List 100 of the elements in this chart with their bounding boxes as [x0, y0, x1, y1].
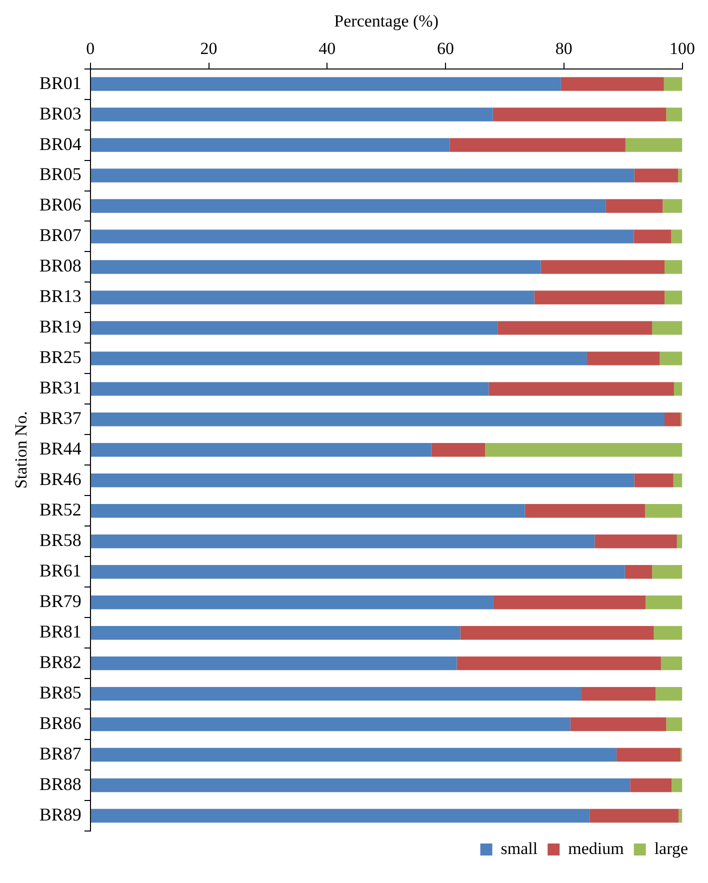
- bar: [664, 260, 682, 274]
- x-tick-label: 60: [437, 39, 454, 58]
- bar: [90, 564, 625, 579]
- y-tick-label: BR86: [39, 713, 82, 734]
- bar: [660, 352, 682, 366]
- bar: [590, 808, 679, 823]
- bar: [90, 138, 450, 152]
- y-tick-label: BR13: [39, 286, 82, 306]
- bar: [634, 474, 674, 488]
- y-axis-title: Station No.: [12, 411, 31, 489]
- y-tick-label: BR85: [39, 682, 82, 703]
- y-tick-label: BR31: [39, 378, 82, 398]
- bar: [678, 808, 682, 823]
- bar: [634, 168, 678, 182]
- bar: [90, 443, 432, 457]
- bar: [524, 504, 645, 518]
- y-tick-label: BR04: [39, 134, 82, 154]
- bar: [673, 474, 682, 488]
- bar: [90, 626, 460, 640]
- bar: [586, 352, 660, 366]
- bar: [581, 686, 656, 701]
- bar: [90, 748, 617, 762]
- bar: [660, 656, 682, 670]
- x-tick-label: 40: [318, 39, 336, 58]
- x-tick-label: 0: [86, 39, 95, 58]
- bar: [630, 778, 672, 792]
- y-tick-label: BR19: [39, 316, 82, 337]
- bar: [560, 77, 664, 91]
- y-tick-label: BR81: [39, 622, 82, 642]
- bar: [652, 564, 682, 579]
- bar: [625, 138, 682, 152]
- bar: [90, 77, 561, 91]
- bar: [431, 443, 486, 457]
- bar: [646, 595, 682, 610]
- y-tick-label: BR87: [39, 744, 82, 764]
- y-tick-label: BR03: [39, 103, 82, 124]
- bar: [90, 656, 457, 670]
- bar: [624, 564, 652, 579]
- y-tick-label: BR07: [39, 225, 82, 246]
- y-tick-label: BR37: [39, 408, 82, 428]
- bar: [460, 626, 654, 640]
- legend-label: small: [500, 838, 538, 858]
- bar: [90, 230, 634, 244]
- bar: [666, 717, 682, 732]
- legend-label: medium: [568, 838, 624, 858]
- bar: [90, 260, 541, 274]
- bar: [485, 443, 682, 457]
- bar: [90, 352, 587, 366]
- y-tick-label: BR82: [39, 652, 82, 672]
- x-tick-label: 80: [555, 39, 572, 58]
- bar: [664, 412, 680, 426]
- y-tick-label: BR52: [39, 500, 82, 520]
- y-tick-label: BR25: [39, 347, 82, 368]
- bar: [666, 108, 682, 122]
- bar: [90, 321, 498, 335]
- bar: [594, 534, 677, 548]
- bar: [456, 656, 661, 670]
- bar: [90, 534, 595, 548]
- bar: [90, 412, 664, 426]
- y-tick-label: BR05: [39, 164, 82, 184]
- bar: [634, 230, 672, 244]
- y-tick-label: BR44: [39, 438, 82, 459]
- bar: [90, 199, 606, 213]
- bar: [498, 321, 652, 335]
- bar: [606, 199, 663, 213]
- bar: [676, 534, 682, 548]
- y-tick-label: BR46: [39, 469, 82, 490]
- x-tick-label: 20: [200, 39, 218, 58]
- y-tick-label: BR88: [39, 774, 82, 794]
- bar: [654, 626, 682, 640]
- bar: [652, 321, 682, 335]
- y-tick-label: BR61: [39, 560, 82, 581]
- y-tick-label: BR58: [39, 530, 82, 550]
- bar: [90, 595, 494, 610]
- bar: [664, 290, 682, 304]
- y-tick-label: BR79: [39, 591, 82, 612]
- y-tick-label: BR01: [39, 72, 82, 93]
- bar: [90, 717, 570, 732]
- bar: [90, 382, 489, 396]
- y-tick-label: BR08: [39, 256, 82, 276]
- bar: [671, 230, 682, 244]
- bar: [662, 199, 682, 213]
- bar: [488, 382, 674, 396]
- bar: [492, 108, 666, 122]
- legend-label: large: [654, 838, 688, 858]
- bar: [90, 686, 582, 701]
- bar: [540, 260, 664, 274]
- bar: [678, 168, 682, 182]
- x-tick-label: 100: [670, 39, 695, 58]
- bar: [534, 290, 664, 304]
- bar: [570, 717, 666, 732]
- bar: [674, 382, 682, 396]
- bar: [644, 504, 682, 518]
- bar: [493, 595, 646, 610]
- y-tick-label: BR89: [39, 804, 82, 824]
- bar: [450, 138, 626, 152]
- x-axis-title: Percentage (%): [334, 12, 438, 31]
- bar: [90, 168, 634, 182]
- bar: [90, 504, 525, 518]
- bar: [90, 778, 630, 792]
